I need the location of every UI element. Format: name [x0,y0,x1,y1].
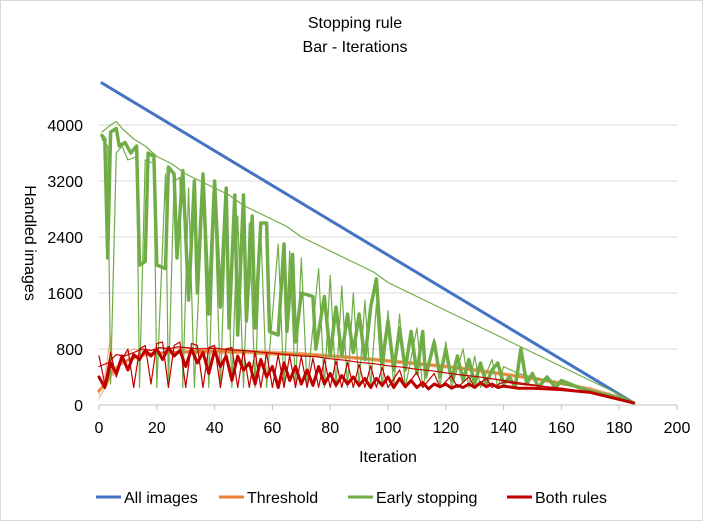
x-axis-label: Iteration [359,449,417,466]
y-tick-label: 2400 [47,230,83,247]
chart-title: Stopping rule [308,15,402,32]
series-layer [97,81,636,405]
legend-label-both-rules: Both rules [535,490,607,507]
legend-label-threshold: Threshold [247,490,318,507]
x-tick-label: 200 [664,420,691,437]
x-tick-label: 180 [606,420,633,437]
series-line-early-stopping-run-2 [101,120,635,404]
y-tick-label: 4000 [47,118,83,135]
y-tick-label: 800 [56,342,83,359]
series-line-both-rules-run-2 [98,341,635,404]
legend-label-all-images: All images [124,490,198,507]
x-tick-label: 60 [264,420,282,437]
y-axis-label: Handled images [21,185,38,301]
x-tick-label: 0 [95,420,104,437]
x-tick-label: 100 [375,420,402,437]
legend: All images Threshold Early stopping Both ru… [96,490,607,507]
series-line-both-rules-run-3 [98,346,635,404]
y-tick-label: 1600 [47,286,83,303]
chart-subtitle: Bar - Iterations [303,39,408,56]
series-line-all-images [100,81,636,405]
x-tick-label: 140 [490,420,517,437]
x-tick-label: 80 [321,420,339,437]
x-tick-label: 120 [432,420,459,437]
y-tick-label: 3200 [47,174,83,191]
legend-label-early-stopping: Early stopping [376,490,477,507]
x-tick-label: 20 [148,420,166,437]
axes [98,404,678,410]
y-tick-label: 0 [74,398,83,415]
x-tick-label: 160 [548,420,575,437]
tick-labels: 0 20 40 60 80 100 120 140 160 180 200 0 800 1600 2400 3… [47,118,690,437]
x-tick-label: 40 [206,420,224,437]
